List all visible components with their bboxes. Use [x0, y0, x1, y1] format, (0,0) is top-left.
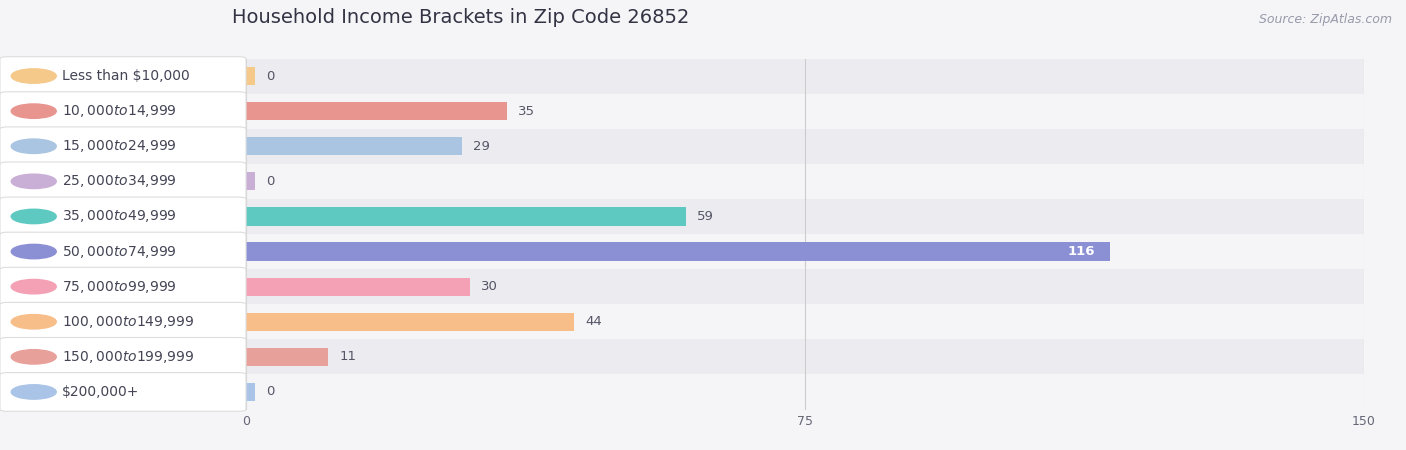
Bar — [246, 164, 1364, 199]
Bar — [246, 374, 1364, 410]
Text: 30: 30 — [481, 280, 498, 293]
Bar — [246, 304, 1364, 339]
Text: Household Income Brackets in Zip Code 26852: Household Income Brackets in Zip Code 26… — [232, 8, 689, 27]
Bar — [246, 137, 463, 155]
Bar — [246, 199, 1364, 234]
Text: $25,000 to $34,999: $25,000 to $34,999 — [62, 173, 177, 189]
Bar — [246, 172, 254, 190]
Bar — [246, 383, 254, 401]
Bar — [246, 67, 254, 85]
Text: $150,000 to $199,999: $150,000 to $199,999 — [62, 349, 194, 365]
Bar — [246, 129, 1364, 164]
Text: 0: 0 — [266, 175, 274, 188]
Bar — [246, 339, 1364, 374]
Bar — [246, 102, 506, 120]
Text: 35: 35 — [517, 105, 536, 117]
Text: 29: 29 — [474, 140, 491, 153]
Text: 0: 0 — [266, 386, 274, 398]
Text: Source: ZipAtlas.com: Source: ZipAtlas.com — [1258, 14, 1392, 27]
Text: $75,000 to $99,999: $75,000 to $99,999 — [62, 279, 177, 295]
Text: $50,000 to $74,999: $50,000 to $74,999 — [62, 243, 177, 260]
Text: Less than $10,000: Less than $10,000 — [62, 69, 190, 83]
Text: 59: 59 — [697, 210, 714, 223]
Bar — [246, 207, 686, 225]
Text: $35,000 to $49,999: $35,000 to $49,999 — [62, 208, 177, 225]
Bar — [246, 278, 470, 296]
Text: $100,000 to $149,999: $100,000 to $149,999 — [62, 314, 194, 330]
Bar — [246, 234, 1364, 269]
Text: $15,000 to $24,999: $15,000 to $24,999 — [62, 138, 177, 154]
Bar — [246, 348, 328, 366]
Bar — [246, 243, 1111, 261]
Text: 0: 0 — [266, 70, 274, 82]
Text: $200,000+: $200,000+ — [62, 385, 139, 399]
Text: 11: 11 — [339, 351, 356, 363]
Text: $10,000 to $14,999: $10,000 to $14,999 — [62, 103, 177, 119]
Bar — [246, 269, 1364, 304]
Bar — [246, 58, 1364, 94]
Bar — [246, 313, 574, 331]
Text: 116: 116 — [1069, 245, 1095, 258]
Text: 44: 44 — [585, 315, 602, 328]
Bar — [246, 94, 1364, 129]
